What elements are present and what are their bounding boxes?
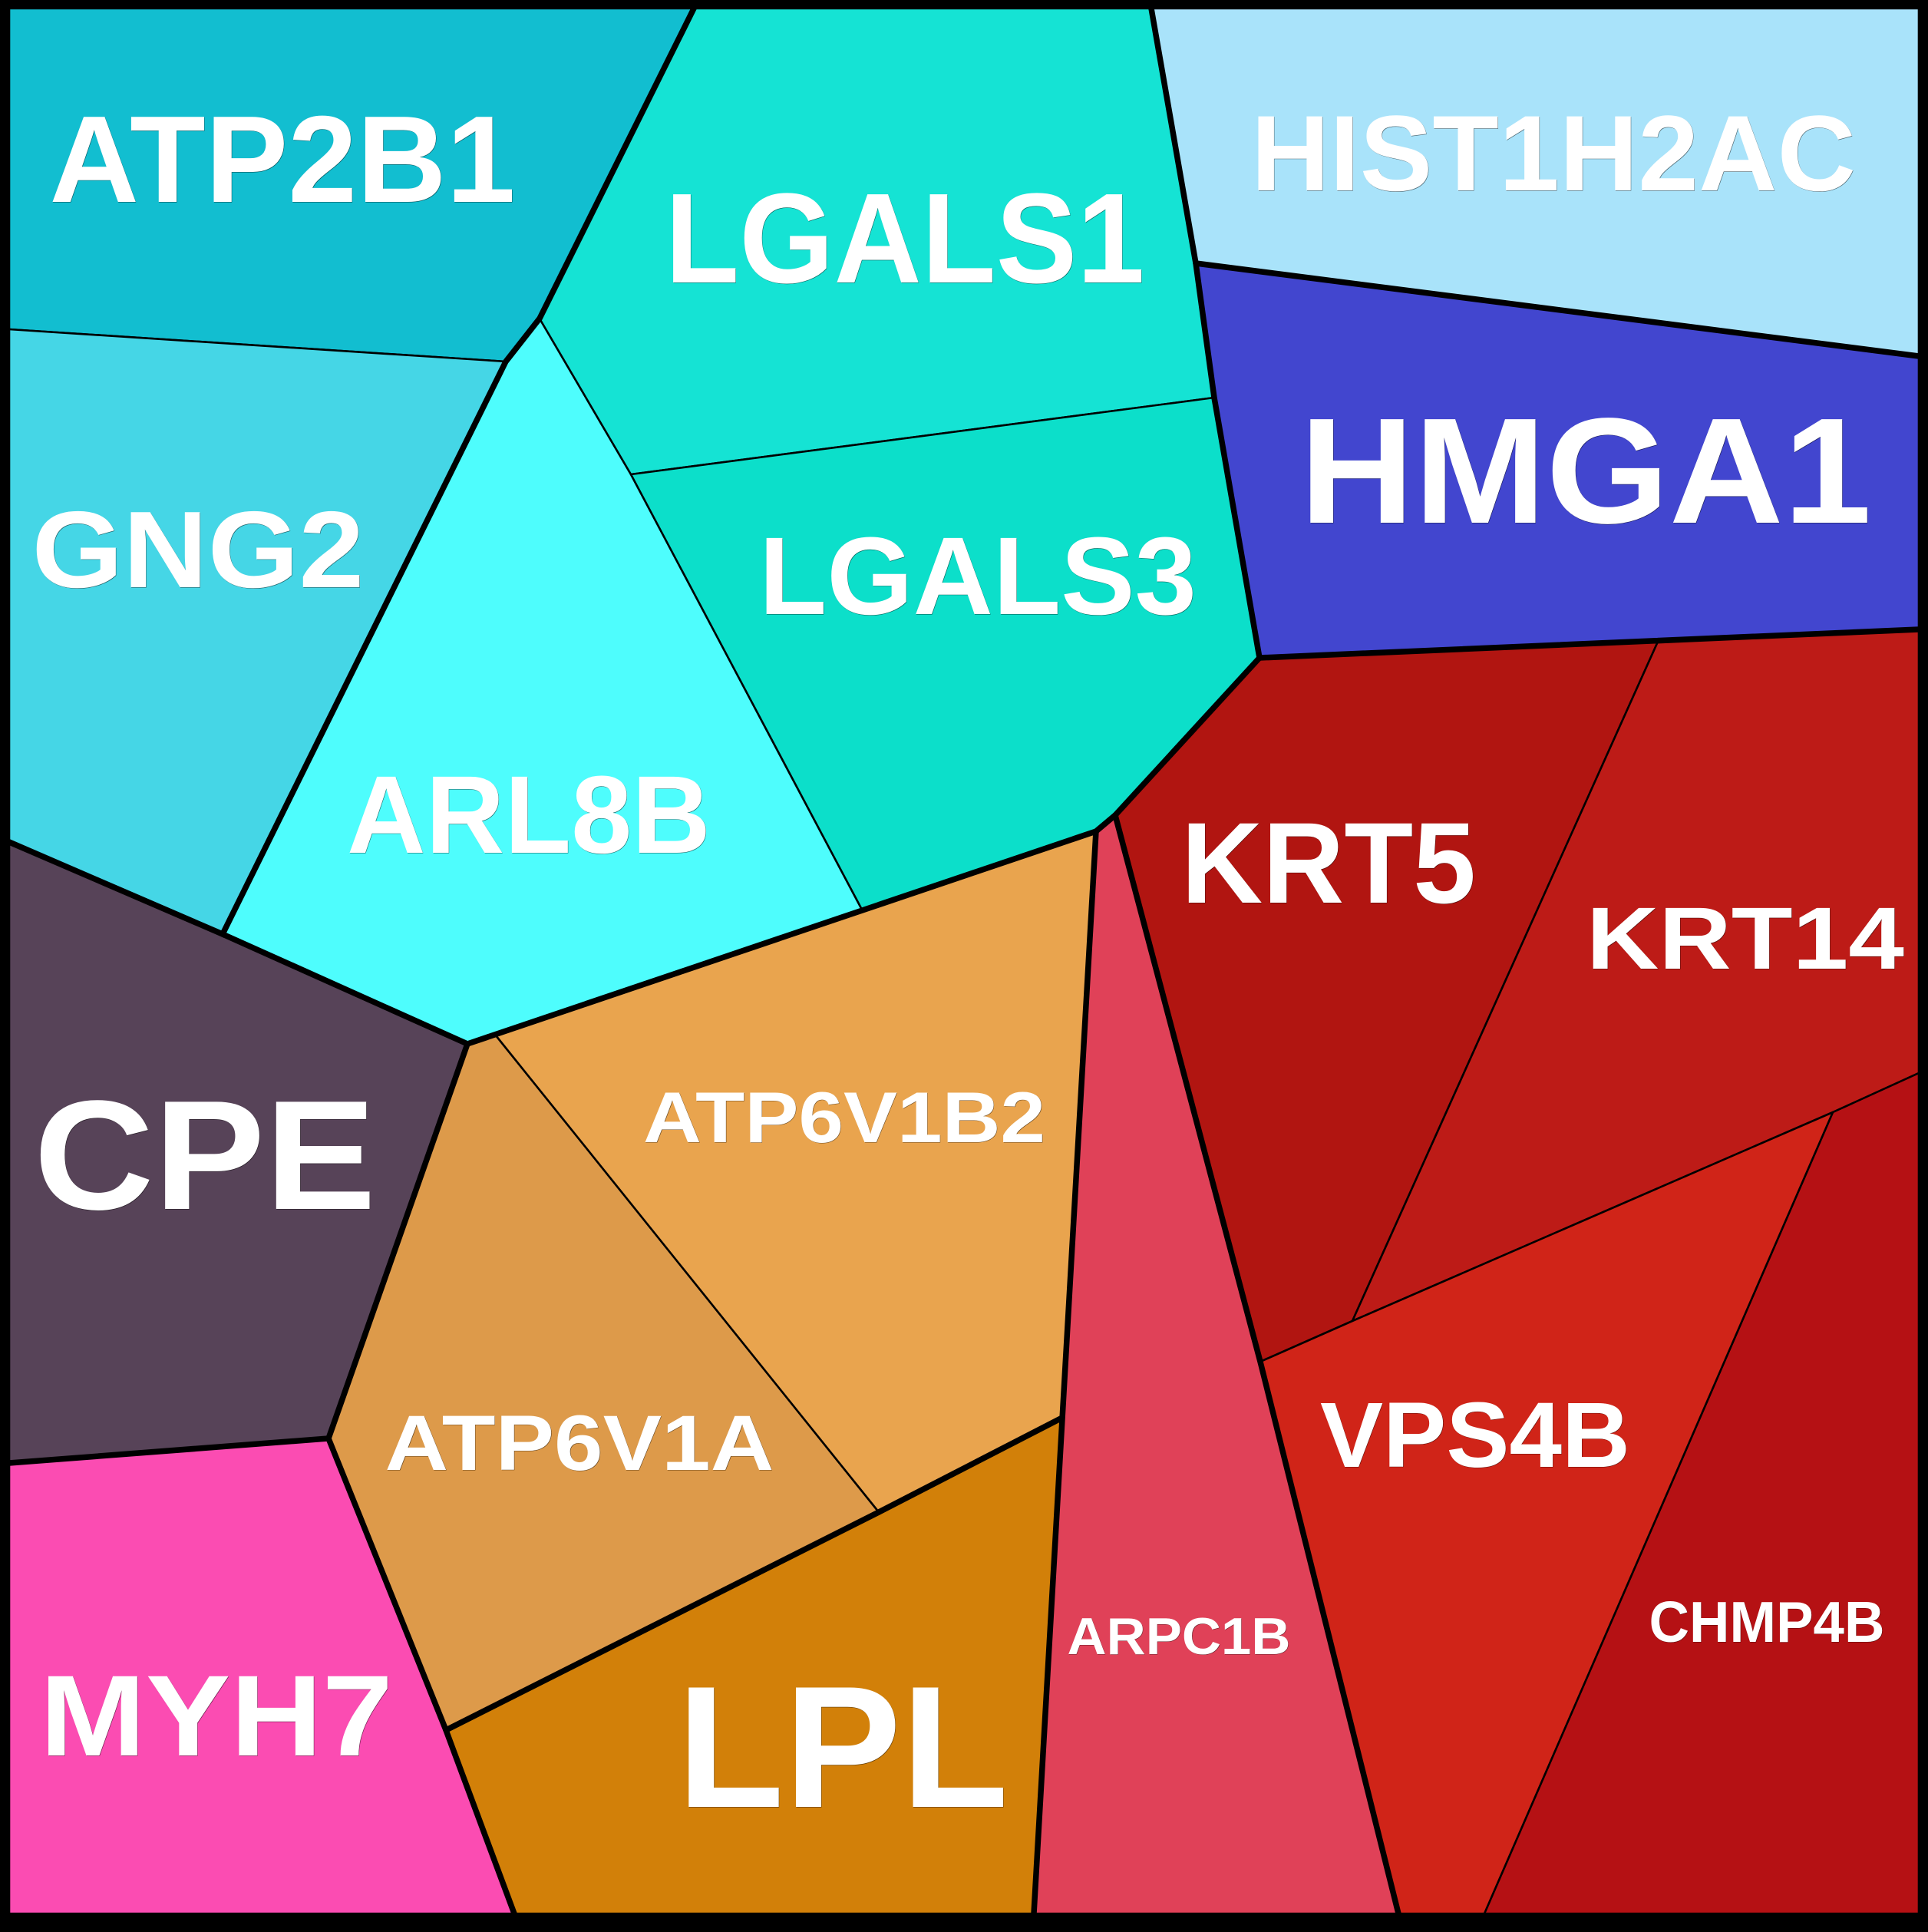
svg-text:ATP2B1: ATP2B1 xyxy=(50,91,516,229)
svg-text:CPE: CPE xyxy=(34,1068,376,1243)
svg-text:HMGA1: HMGA1 xyxy=(1300,387,1872,555)
svg-text:ARL8B: ARL8B xyxy=(347,753,711,877)
svg-text:CHMP4B: CHMP4B xyxy=(1649,1590,1885,1654)
svg-text:ATP6V1A: ATP6V1A xyxy=(385,1399,774,1487)
svg-text:KRT5: KRT5 xyxy=(1181,798,1476,927)
svg-text:VPS4B: VPS4B xyxy=(1320,1382,1630,1487)
svg-text:MYH7: MYH7 xyxy=(40,1651,393,1780)
svg-text:LGALS3: LGALS3 xyxy=(759,514,1197,638)
svg-text:LGALS1: LGALS1 xyxy=(665,167,1145,310)
svg-text:ATP6V1B2: ATP6V1B2 xyxy=(643,1077,1045,1158)
svg-text:KRT14: KRT14 xyxy=(1586,890,1904,988)
svg-text:GNG2: GNG2 xyxy=(32,489,365,611)
svg-text:HIST1H2AC: HIST1H2AC xyxy=(1251,93,1856,213)
svg-text:ARPC1B: ARPC1B xyxy=(1068,1607,1291,1666)
svg-text:LPL: LPL xyxy=(677,1650,1009,1844)
